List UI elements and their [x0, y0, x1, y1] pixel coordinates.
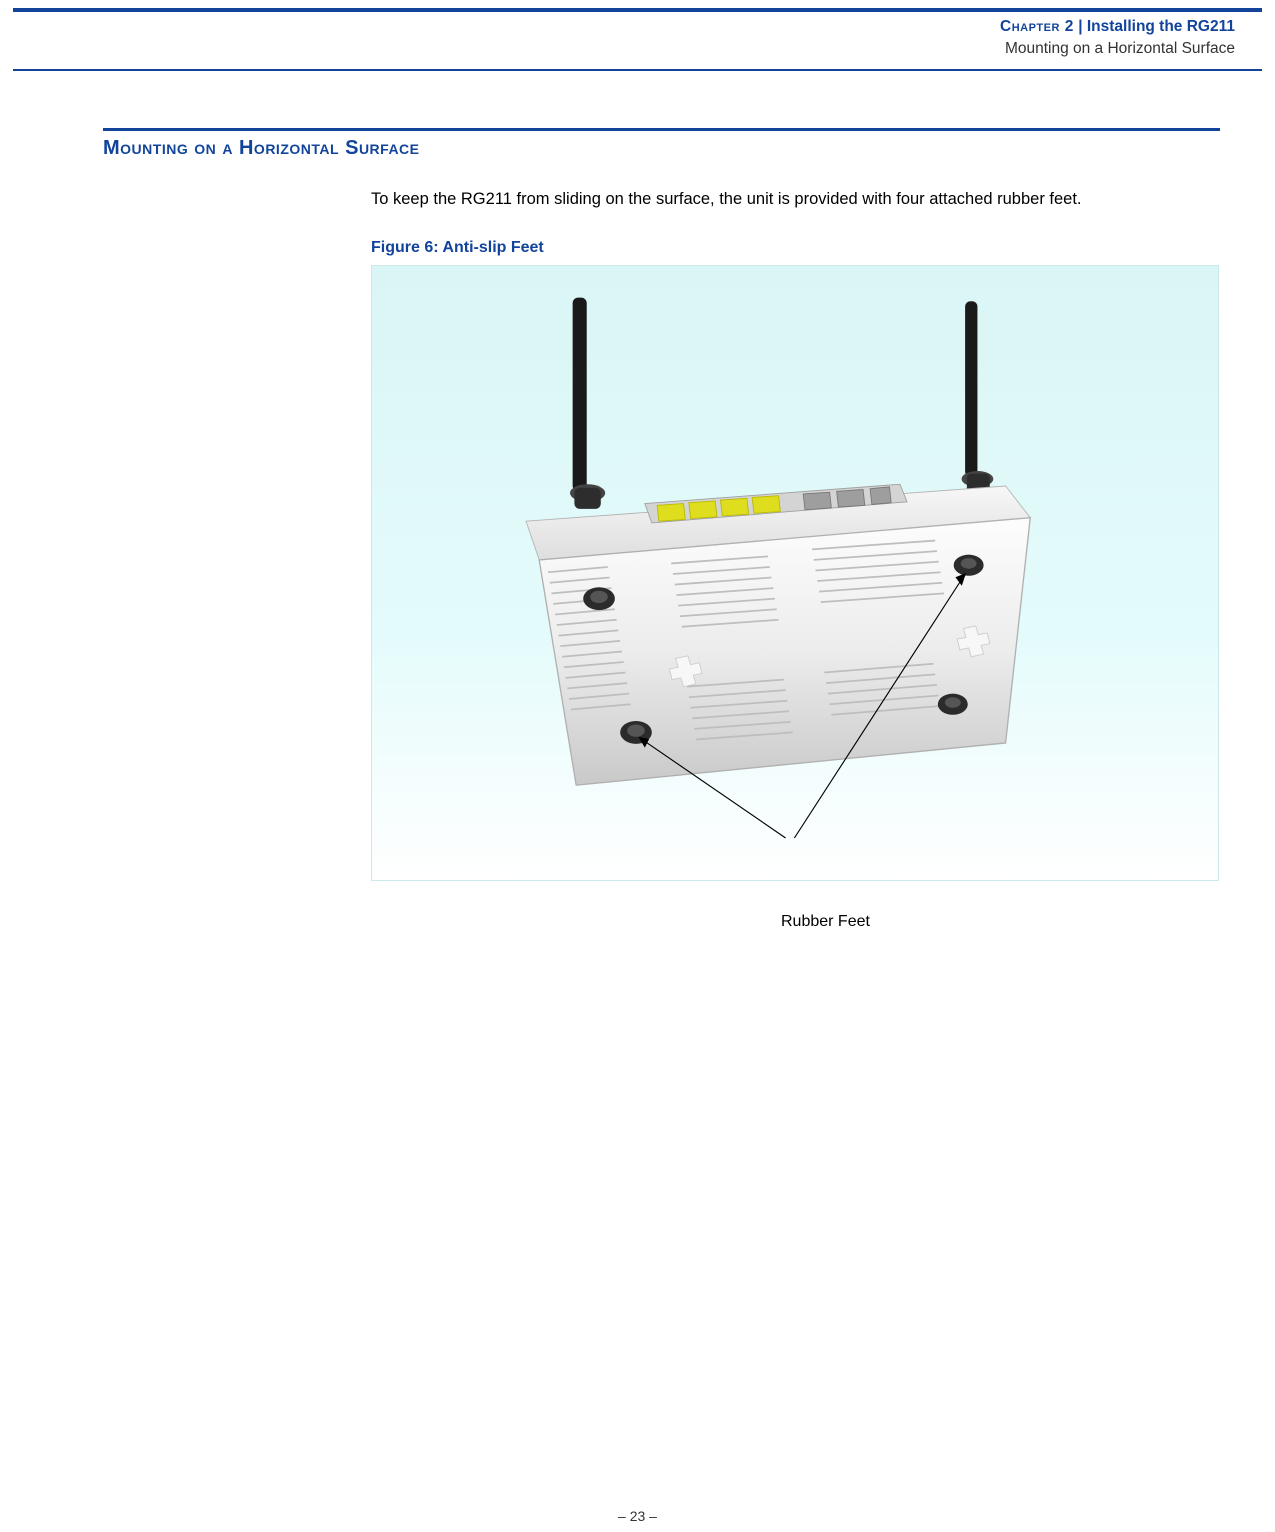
page-header: Chapter 2 | Installing the RG211 Mountin…	[0, 8, 1275, 71]
chapter-separator: |	[1078, 18, 1082, 35]
antenna-right-icon	[962, 301, 994, 493]
page-footer: – 23 –	[0, 1508, 1275, 1524]
chapter-label: Chapter 2	[1000, 18, 1074, 35]
chapter-title: Installing the RG211	[1087, 18, 1235, 35]
antenna-left-icon	[570, 298, 605, 509]
section-divider	[103, 128, 1220, 131]
router-bottom-panel	[539, 518, 1030, 786]
header-bottom-rule	[13, 69, 1262, 71]
header-text-block: Chapter 2 | Installing the RG211 Mountin…	[0, 12, 1275, 65]
figure-caption: Figure 6: Anti-slip Feet	[371, 239, 1220, 257]
chapter-subtitle: Mounting on a Horizontal Surface	[1005, 40, 1235, 57]
section-heading: Mounting on a Horizontal Surface	[103, 137, 1220, 160]
page-number: – 23 –	[618, 1508, 657, 1524]
figure-image	[371, 265, 1219, 881]
figure-wrapper: Rubber Feet	[371, 265, 1220, 881]
router-illustration	[372, 266, 1220, 882]
content-area: Mounting on a Horizontal Surface To keep…	[103, 128, 1220, 881]
section-body-text: To keep the RG211 from sliding on the su…	[371, 188, 1220, 211]
callout-label: Rubber Feet	[781, 913, 870, 931]
